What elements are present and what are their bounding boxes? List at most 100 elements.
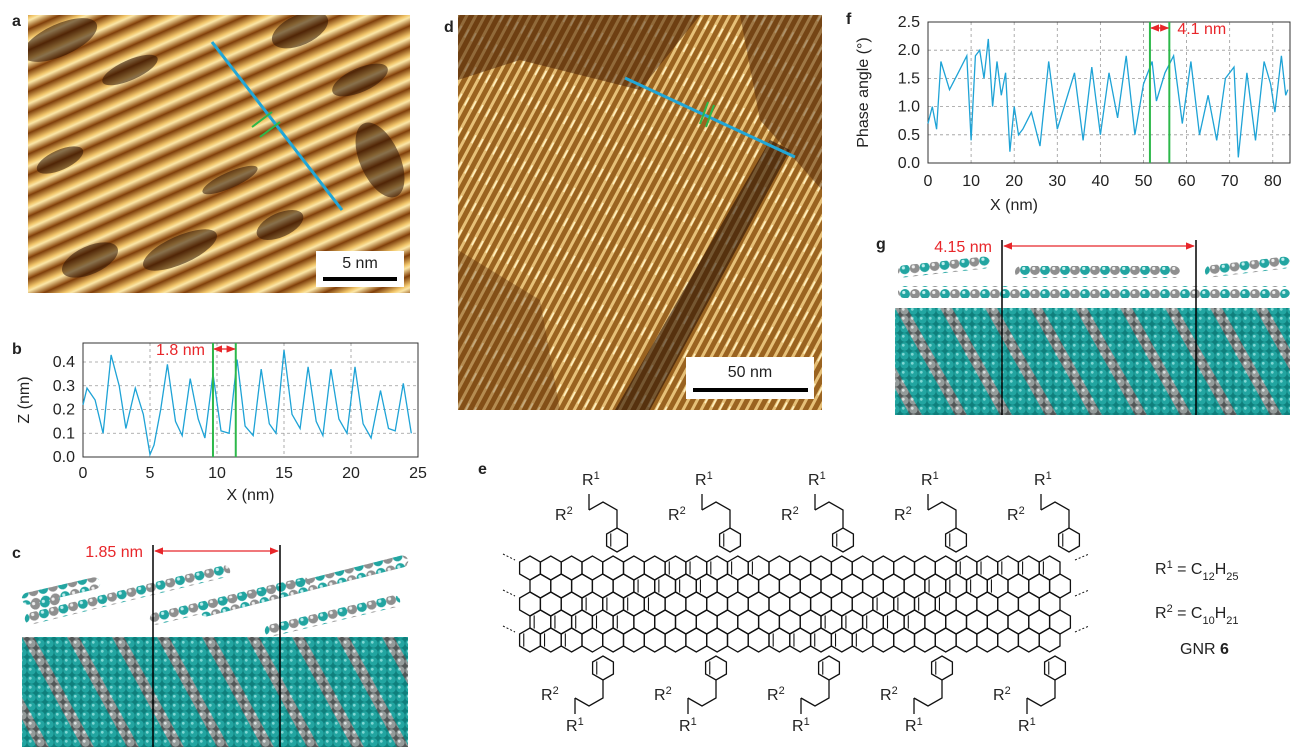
alkyl-bond [914,680,942,706]
substituent-label: R1 [921,470,939,489]
molecule-rod [1015,266,1180,278]
panel-letter: f [846,11,852,28]
alkyl-bond [1041,502,1069,528]
label-base: R [792,718,804,735]
label-superscript: 2 [1005,685,1011,697]
y-tick-label: 1.0 [898,99,920,116]
y-tick-label: 0.0 [898,155,920,172]
label-base: R [654,687,666,704]
spacing-label: 1.8 nm [156,342,205,359]
label-superscript: 2 [906,505,912,517]
alkyl-bond [702,502,730,528]
substituent-label: R1 [792,716,810,735]
y-tick-label: 0.4 [53,354,75,371]
formula-subscript: 10 [1202,615,1214,627]
pendant-ring [607,528,628,552]
label-superscript: 1 [1030,716,1036,728]
pendant-ring [1045,656,1066,680]
substituent-label: R2 [541,685,559,704]
continuation-bond [503,554,515,560]
ring [561,628,582,652]
ring [977,628,998,652]
substituent-label: R2 [555,505,573,524]
alkyl-chain [427,637,499,747]
ring [852,628,873,652]
panel-letter: e [478,461,487,478]
pendant-ring [833,528,854,552]
label-superscript: 2 [666,685,672,697]
substituent-label: R2 [668,505,686,524]
compound-prefix: GNR [1180,641,1220,658]
label-base: R [880,687,892,704]
label-superscript: 2 [779,685,785,697]
pendant-ring [720,528,741,552]
ring [1018,628,1039,652]
label-base: R [679,718,691,735]
alkyl-bond [575,680,603,706]
y-axis-label: Z (nm) [16,376,33,423]
ring [790,628,811,652]
continuation-bond [1075,554,1089,560]
alkyl-bond [928,502,956,528]
continuation-bond [503,590,515,596]
label-base: R [1034,472,1046,489]
substituent-label: R2 [880,685,898,704]
body: 5 nm50 nm1.85 nm4.15 nm0.00.10.20.30.405… [0,0,1297,753]
alkyl-bond [589,502,617,528]
formula-text: H [1215,605,1227,622]
x-axis-label: X (nm) [227,487,275,504]
label-superscript: 2 [680,505,686,517]
panel-letter: c [12,545,21,562]
ring [603,628,624,652]
label-superscript: 2 [793,505,799,517]
x-tick-label: 0 [79,465,88,482]
x-tick-label: 25 [409,465,427,482]
label-base: R [566,718,578,735]
label-base: R [1018,718,1030,735]
ring [686,628,707,652]
x-tick-label: 80 [1264,173,1282,190]
formula-text: = C [1173,605,1203,622]
substituent-label: R1 [679,716,697,735]
ring [644,628,665,652]
period-label: 4.15 nm [934,239,992,256]
ring [520,628,541,652]
label-superscript: 2 [892,685,898,697]
label-superscript: 1 [917,716,923,728]
x-tick-label: 70 [1221,173,1239,190]
molecular-model: 1.85 nm [0,544,589,747]
label-base: R [695,472,707,489]
label-superscript: 2 [553,685,559,697]
profile-curve [928,39,1288,157]
pendant-ring [593,656,614,680]
ring [582,628,603,652]
afm-image-a: 5 nm [17,4,415,293]
label-superscript: 1 [707,470,713,482]
ring [956,628,977,652]
label-superscript: 1 [820,470,826,482]
continuation-bond [503,626,515,632]
ring [935,628,956,652]
x-tick-label: 10 [962,173,980,190]
label-base: R [993,687,1005,704]
pendant-ring [932,656,953,680]
x-axis-label: X (nm) [990,197,1038,214]
label-base: R [541,687,553,704]
x-tick-label: 10 [208,465,226,482]
x-tick-label: 20 [1005,173,1023,190]
label-base: R [781,507,793,524]
afm-image-d: 50 nm [458,15,822,410]
pendant-ring [1059,528,1080,552]
ring [831,628,852,652]
ring [894,628,915,652]
figure: 5 nm50 nm1.85 nm4.15 nm0.00.10.20.30.405… [0,0,1297,753]
label-base: R [894,507,906,524]
formula-text: R [1155,561,1167,578]
molecular-model: 4.15 nm [760,239,1297,415]
formula-subscript: 12 [1202,571,1214,583]
formula: R1 = C12H25 [1155,559,1239,583]
label-base: R [905,718,917,735]
substituent-label: R2 [767,685,785,704]
